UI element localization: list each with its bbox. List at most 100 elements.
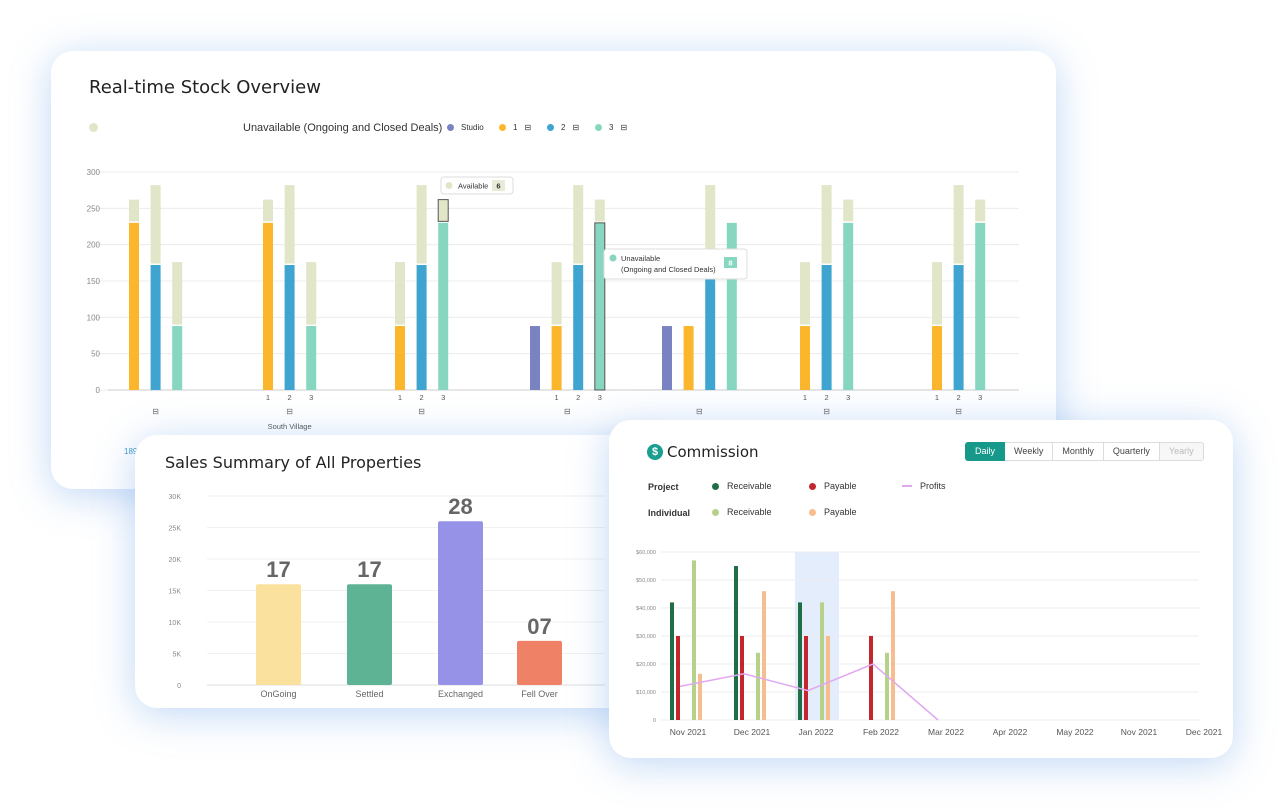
legend-individual-payable[interactable]: Payable — [809, 507, 857, 517]
commission-bar — [826, 636, 830, 720]
x-tick-label: Nov 2021 — [670, 727, 707, 737]
x-tick-label: Fell Over — [521, 689, 558, 699]
legend-profits[interactable]: Profits — [902, 481, 946, 491]
tooltip-available-badge — [492, 180, 505, 191]
legend-three-bed[interactable]: 3 ⊟ — [595, 123, 627, 132]
tooltip-unavailable-badge — [724, 257, 737, 268]
bar-unavailable — [306, 326, 317, 390]
x-tick-label: Nov 2021 — [1121, 727, 1158, 737]
bar-unavailable — [705, 265, 716, 390]
bar-available — [437, 199, 449, 222]
sales-bar-label: 17 — [266, 557, 290, 582]
bed-icon: ⊟ — [564, 407, 571, 416]
sales-bar — [438, 521, 483, 685]
tab-yearly[interactable]: Yearly — [1159, 442, 1204, 461]
bar-unavailable — [263, 222, 273, 390]
x-tick-label: 2 — [420, 393, 424, 402]
x-tick-label: Apr 2022 — [993, 727, 1028, 737]
bar-available — [263, 199, 273, 222]
x-tick-label: 3 — [846, 393, 850, 402]
tab-quarterly[interactable]: Quarterly — [1103, 442, 1160, 461]
legend-available[interactable] — [89, 123, 98, 132]
stock-chart: 0 50 100 150 200 250 300 ⊟ 1 2 3 ⊟ South Village 1 2 3 ⊟… — [87, 168, 1019, 431]
bar-available — [306, 262, 317, 325]
individual-payable-label: Payable — [824, 507, 857, 517]
y-tick-label: 0 — [96, 386, 101, 395]
stock-overview-card: Real-time Stock Overview Unavailable (On… — [51, 51, 1056, 489]
y-tick-label: 10K — [169, 620, 182, 627]
commission-legend: Project Receivable Payable Profits Indiv… — [648, 480, 1048, 520]
bar-unavailable — [438, 222, 449, 390]
x-tick-label: 2 — [825, 393, 829, 402]
x-tick-label: Dec 2021 — [1186, 727, 1223, 737]
sales-bar — [256, 584, 301, 685]
bar-unavailable — [416, 265, 427, 390]
profits-swatch — [902, 485, 912, 487]
bar-unavailable — [395, 326, 405, 390]
tab-weekly[interactable]: Weekly — [1005, 442, 1054, 461]
bar-unavailable — [662, 326, 672, 390]
bar-unavailable — [843, 222, 854, 390]
bar-unavailable — [573, 265, 584, 390]
bar-available — [395, 262, 405, 325]
individual-receivable-label: Receivable — [727, 507, 772, 517]
legend-project-payable[interactable]: Payable — [809, 481, 857, 491]
y-tick-label: 25K — [169, 526, 182, 533]
tab-monthly[interactable]: Monthly — [1053, 442, 1104, 461]
x-tick-label: 1 — [803, 393, 807, 402]
three-bed-swatch — [595, 124, 602, 131]
individual-receivable-swatch — [712, 508, 719, 516]
tooltip-available-swatch — [445, 182, 453, 189]
tooltip-unavailable — [603, 248, 748, 280]
bed-icon: ⊟ — [152, 407, 159, 416]
x-tick-label: 3 — [978, 393, 982, 402]
commission-chart: 0 $10,000 $20,000 $30,000 $40,000 $50,000 $60,… — [636, 550, 1223, 737]
x-tick-label: Jan 2022 — [799, 727, 834, 737]
bar-unavailable — [284, 265, 295, 390]
bar-available — [129, 199, 139, 222]
legend-one-bed[interactable]: 1 ⊟ — [499, 123, 531, 132]
profits-line — [679, 663, 939, 721]
legend-individual-receivable[interactable]: Receivable — [712, 507, 772, 517]
bar-available — [594, 199, 605, 222]
x-tick-label: 3 — [598, 393, 602, 402]
legend-studio[interactable]: Studio — [447, 123, 484, 132]
y-tick-label: 200 — [87, 241, 101, 250]
bed-icon: ⊟ — [418, 407, 425, 416]
y-tick-label: 100 — [87, 313, 101, 322]
y-tick-label: $60,000 — [636, 550, 656, 556]
legend-unavailable[interactable]: Unavailable (Ongoing and Closed Deals) — [243, 122, 442, 134]
sales-summary-card: Sales Summary of All Properties 0 5K 10K 15… — [135, 435, 635, 708]
legend-two-bed[interactable]: 2 ⊟ — [547, 123, 579, 132]
commission-bar — [756, 652, 760, 720]
legend-studio-label: Studio — [461, 123, 484, 132]
bed-icon: ⊟ — [955, 407, 962, 416]
group-label: South Village — [268, 422, 312, 431]
bed-icon: ⊟ — [696, 407, 703, 416]
legend-three-label: 3 — [609, 123, 614, 132]
commission-bar — [734, 566, 738, 720]
tab-daily[interactable]: Daily — [965, 442, 1006, 461]
legend-project-receivable[interactable]: Receivable — [712, 481, 772, 491]
project-payable-swatch — [809, 482, 816, 490]
commission-bar — [798, 602, 802, 720]
bar-unavailable — [172, 326, 183, 390]
sales-bar-label: 28 — [448, 494, 472, 519]
bar-available — [953, 185, 964, 264]
tooltip-unavailable-swatch — [609, 254, 617, 262]
commission-bar — [676, 636, 680, 720]
y-tick-label: 150 — [87, 277, 101, 286]
x-tick-label: Feb 2022 — [863, 727, 899, 737]
x-tick-label: Mar 2022 — [928, 727, 964, 737]
individual-payable-swatch — [809, 508, 816, 516]
y-tick-label: $40,000 — [636, 606, 656, 612]
commission-title: Commission — [667, 443, 759, 461]
y-tick-label: $20,000 — [636, 662, 656, 668]
bar-available — [705, 185, 716, 264]
bar-available — [284, 185, 295, 264]
x-tick-label: Settled — [355, 689, 383, 699]
commission-bar — [885, 652, 889, 720]
x-tick-label: Dec 2021 — [734, 727, 771, 737]
commission-bar — [692, 560, 696, 720]
y-tick-label: $50,000 — [636, 578, 656, 584]
